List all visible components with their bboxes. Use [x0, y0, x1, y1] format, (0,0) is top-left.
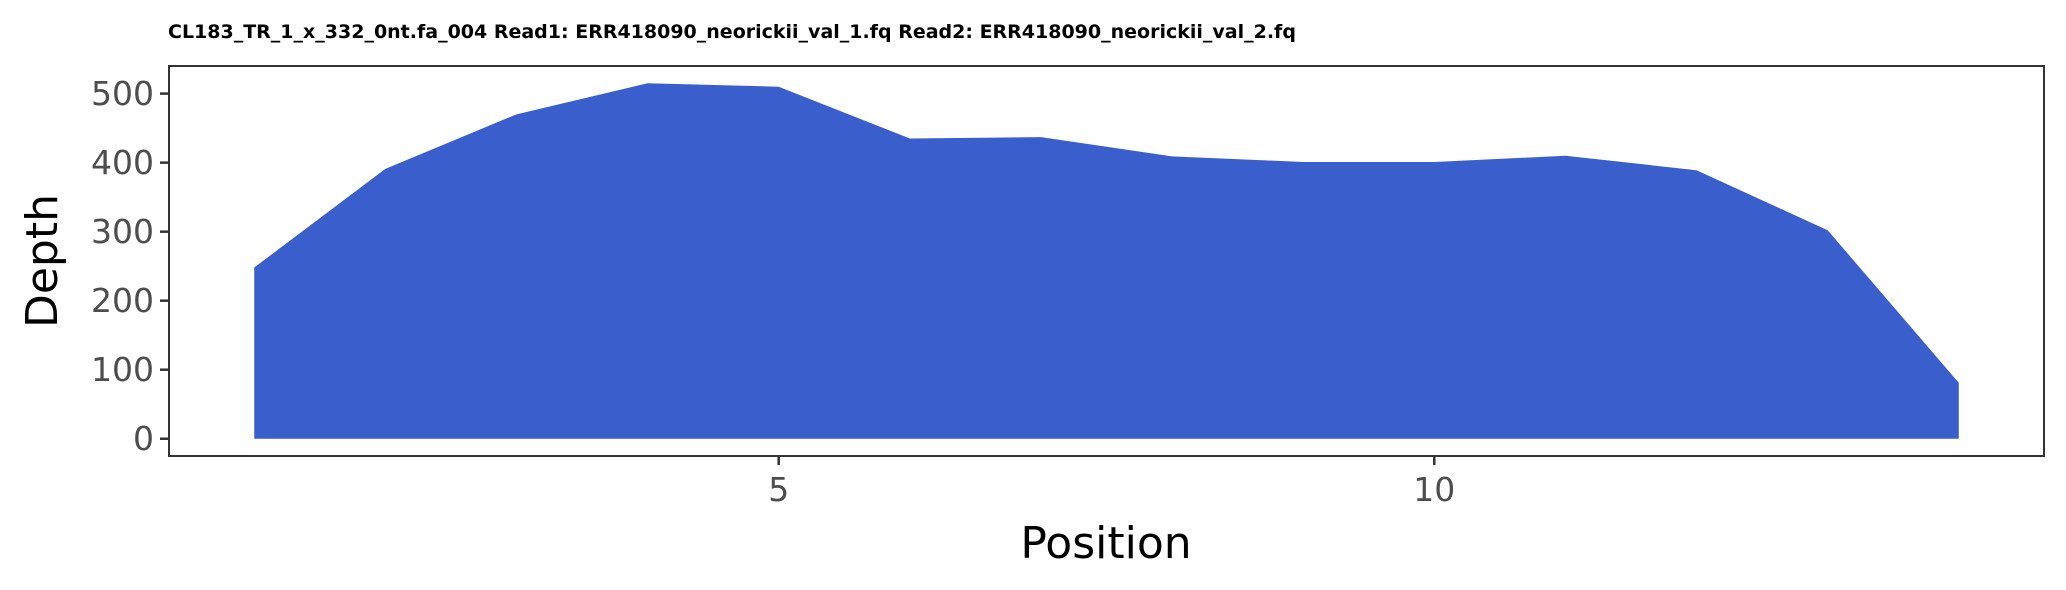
y-tick-label: 100 [91, 350, 154, 389]
y-tick-label: 0 [133, 419, 154, 458]
y-axis-title: Depth [17, 194, 68, 328]
chart-title: CL183_TR_1_x_332_0nt.fa_004 Read1: ERR41… [168, 21, 1296, 43]
y-tick-label: 400 [91, 143, 154, 182]
y-tick-label: 300 [91, 212, 154, 251]
x-tick-label: 10 [1413, 470, 1455, 509]
y-tick-label: 200 [91, 281, 154, 320]
plot-area [254, 83, 1959, 439]
depth-area-series [254, 83, 1959, 439]
plot-panel-border [168, 65, 2045, 457]
y-axis: 0 100 200 300 400 500 [91, 74, 169, 458]
y-tick-label: 500 [91, 74, 154, 113]
x-axis-title: Position [1020, 518, 1191, 569]
x-axis: 5 10 [768, 456, 1455, 509]
x-tick-label: 5 [768, 470, 789, 509]
